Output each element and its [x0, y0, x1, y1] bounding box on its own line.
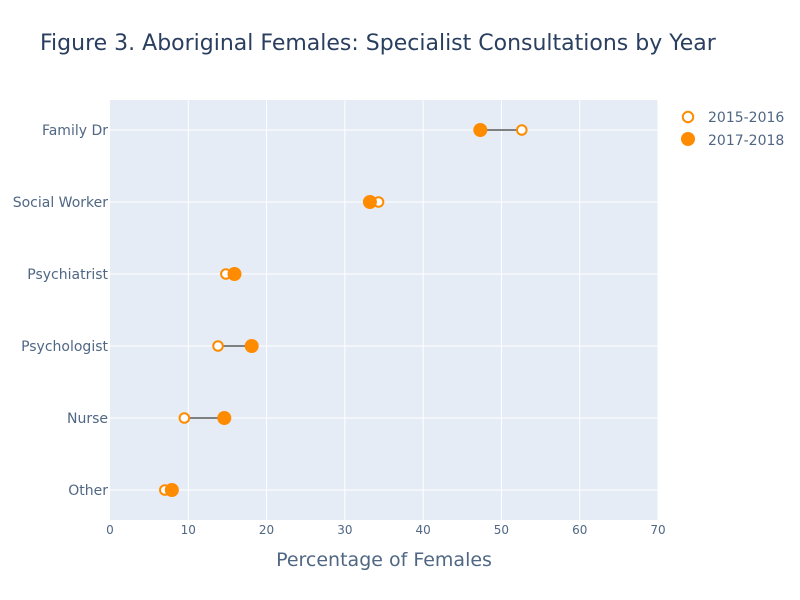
x-tick-label-40: 40: [416, 523, 431, 537]
chart-title: Figure 3. Aboriginal Females: Specialist…: [40, 31, 717, 56]
legend-label-2017-2018: 2017-2018: [708, 133, 784, 149]
marker-2017-2018-other: [164, 483, 179, 497]
marker-2017-2018-family-dr: [473, 123, 488, 137]
marker-layer: [159, 123, 528, 497]
y-tick-label-psychologist: Psychologist: [21, 339, 108, 355]
y-tick-label-family-dr: Family Dr: [42, 123, 108, 139]
marker-2017-2018-psychiatrist: [227, 267, 242, 281]
x-tick-label-30: 30: [337, 523, 352, 537]
marker-2015-2016-psychologist: [212, 340, 224, 352]
plot-background: [110, 100, 658, 520]
marker-2017-2018-social-worker: [362, 195, 377, 209]
legend[interactable]: 2015-2016 2017-2018: [681, 110, 784, 149]
marker-2017-2018-psychologist: [244, 339, 259, 353]
x-tick-label-10: 10: [181, 523, 196, 537]
y-tick-label-social-worker: Social Worker: [13, 195, 109, 211]
x-tick-label-50: 50: [494, 523, 509, 537]
y-tick-label-nurse: Nurse: [67, 411, 108, 427]
legend-marker-2017-2018: [681, 132, 695, 146]
y-tick-layer: Family Dr Social Worker Psychiatrist Psycho…: [13, 123, 109, 499]
y-tick-label-other: Other: [68, 483, 108, 499]
marker-2015-2016-family-dr: [515, 124, 528, 136]
legend-item-2015-2016[interactable]: 2015-2016: [681, 110, 785, 126]
x-tick-label-60: 60: [572, 523, 587, 537]
marker-2015-2016-nurse: [178, 412, 191, 424]
legend-item-2017-2018[interactable]: 2017-2018: [681, 132, 784, 149]
legend-label-2015-2016: 2015-2016: [708, 110, 784, 126]
marker-2017-2018-nurse: [217, 411, 232, 425]
x-tick-label-70: 70: [650, 523, 665, 537]
y-tick-label-psychiatrist: Psychiatrist: [27, 267, 108, 283]
x-tick-label-20: 20: [259, 523, 274, 537]
x-axis-title: Percentage of Females: [276, 549, 492, 571]
legend-marker-2015-2016: [681, 110, 695, 124]
x-tick-layer: 0 10 20 30 40 50 60 70: [106, 523, 665, 537]
x-tick-label-0: 0: [106, 523, 114, 537]
